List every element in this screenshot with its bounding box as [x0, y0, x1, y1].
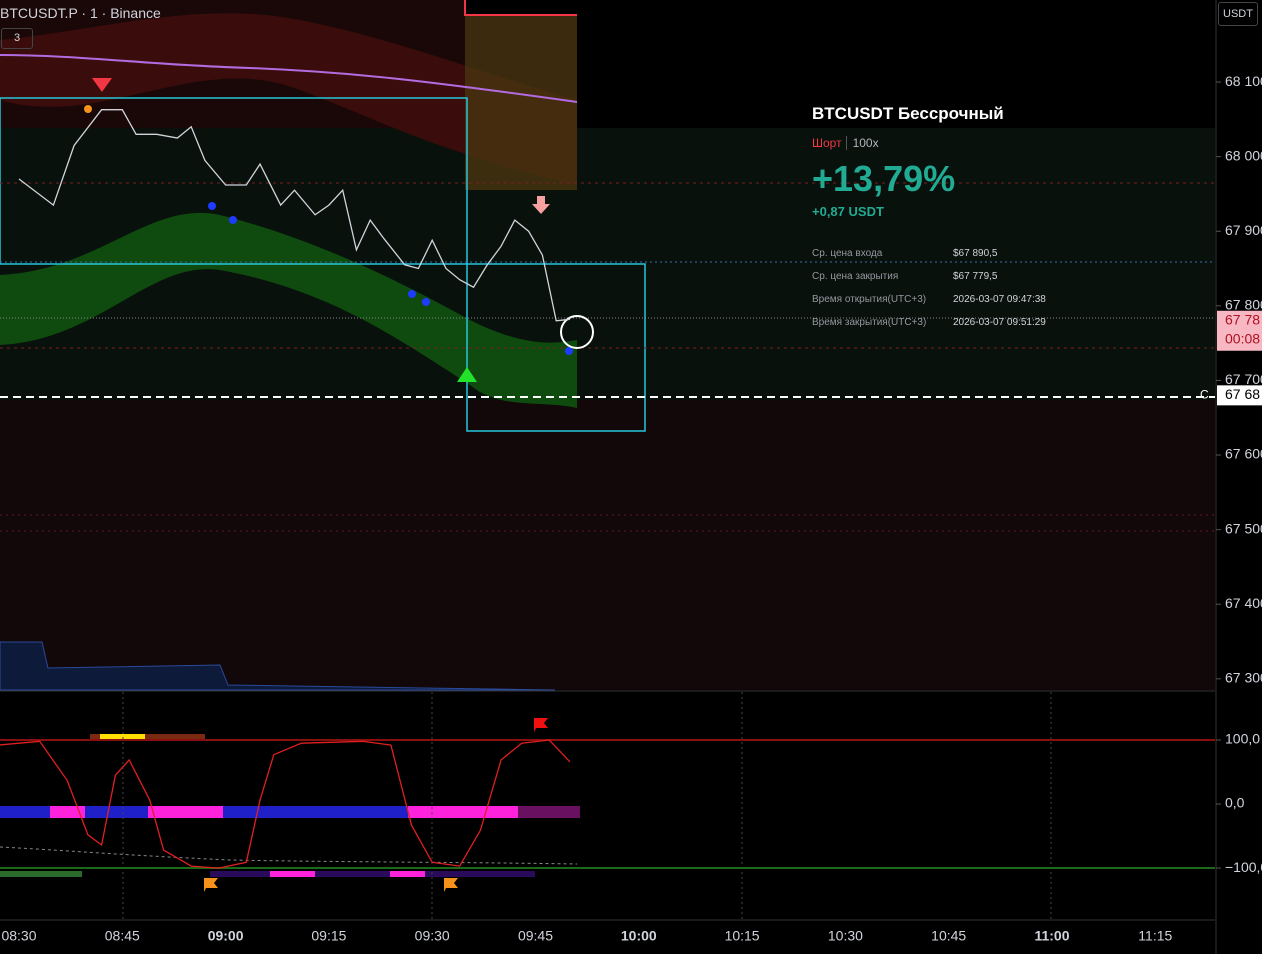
y-tick-label: 67 400 — [1225, 595, 1262, 611]
x-tick-label: 10:00 — [621, 928, 657, 944]
sell-marker — [92, 78, 112, 92]
position-marker — [560, 315, 594, 349]
last-price-tag — [1217, 310, 1262, 351]
detail-value: 2026-03-07 09:51:29 — [953, 317, 1046, 328]
y-tick-label: 67 700 — [1225, 371, 1262, 387]
detail-key: Время открытия(UTC+3) — [812, 294, 927, 305]
signal-strip — [270, 871, 315, 877]
oscillator-line — [0, 739, 571, 869]
card-title: BTCUSDT Бессрочный — [812, 104, 1004, 123]
signal-strip — [0, 871, 82, 877]
detail-value: $67 779,5 — [953, 271, 998, 282]
flag — [444, 878, 458, 892]
symbol-title: BTCUSDT.P · 1 · Binance — [0, 5, 161, 21]
price-line — [18, 109, 570, 322]
detail-row: Время открытия(UTC+3) 2026-03-07 09:47:38 — [812, 293, 1046, 316]
signal-strip — [100, 734, 145, 739]
signal-strip — [390, 871, 425, 877]
y-tick-label: 68 100 — [1225, 73, 1262, 89]
close-marker: C — [1200, 388, 1209, 402]
x-tick-label: 08:30 — [1, 928, 36, 944]
flag — [534, 718, 548, 732]
detail-value: 2026-03-07 09:47:38 — [953, 294, 1046, 305]
flag — [204, 878, 218, 892]
histogram-strip — [408, 806, 518, 818]
volume-area — [0, 641, 556, 691]
indicator-toggle[interactable]: 3 — [1, 28, 33, 49]
dot — [408, 290, 416, 298]
side: Шорт — [812, 136, 842, 150]
detail-row: Время закрытия(UTC+3) 2026-03-07 09:51:29 — [812, 316, 1046, 339]
y-tick-label: 67 800 — [1225, 297, 1262, 313]
histogram-strip — [148, 806, 223, 818]
stop-line — [464, 0, 577, 16]
pnl-usdt: +0,87 USDT — [812, 204, 884, 219]
detail-key: Ср. цена входа — [812, 248, 883, 259]
y-tick-label: 67 900 — [1225, 222, 1262, 238]
histogram-strip — [50, 806, 85, 818]
buy-marker — [457, 367, 477, 382]
x-tick-label: 09:00 — [208, 928, 244, 944]
range-box — [0, 97, 468, 265]
signal-line — [0, 846, 578, 865]
y-tick-label: 67 600 — [1225, 446, 1262, 462]
histogram-strip — [518, 806, 580, 818]
detail-value: $67 890,5 — [953, 248, 998, 259]
x-tick-label: 10:45 — [931, 928, 966, 944]
x-tick-label: 09:45 — [518, 928, 553, 944]
ma-line — [0, 54, 578, 103]
position-side: Шорт 100x — [812, 136, 1112, 150]
lower-band — [0, 212, 577, 408]
x-tick-label: 11:15 — [1138, 928, 1172, 944]
leverage: 100x — [845, 136, 879, 150]
signal-strip — [210, 871, 535, 877]
y-tick-label: 68 000 — [1225, 147, 1262, 163]
upper-block — [465, 15, 577, 190]
x-tick-label: 11:00 — [1034, 928, 1069, 944]
trade-details: Ср. цена входа $67 890,5 Ср. цена закрытия… — [812, 247, 1046, 339]
y-tick-label: 100,0 — [1225, 731, 1260, 747]
x-tick-label: 10:15 — [725, 928, 760, 944]
dot — [84, 105, 92, 113]
y-tick-label: 67 500 — [1225, 520, 1262, 536]
y-tick-label: 0,0 — [1225, 795, 1245, 811]
x-tick-label: 08:45 — [105, 928, 140, 944]
y-tick-label: 67 300 — [1225, 670, 1262, 686]
trade-card: BTCUSDT Бессрочный Шорт 100x +13,79% +0,8… — [812, 104, 1112, 339]
zone-red — [0, 400, 1215, 690]
x-tick-label: 09:30 — [415, 928, 450, 944]
detail-row: Ср. цена закрытия $67 779,5 — [812, 270, 1046, 293]
close-price-tag — [1217, 385, 1262, 406]
signal-strip — [90, 734, 205, 739]
x-tick-label: 10:30 — [828, 928, 863, 944]
currency-button[interactable]: USDT — [1218, 2, 1258, 26]
dot — [422, 298, 430, 306]
detail-row: Ср. цена входа $67 890,5 — [812, 247, 1046, 270]
countdown: 00:08 — [1225, 330, 1260, 346]
x-tick-label: 09:15 — [311, 928, 346, 944]
detail-key: Время закрытия(UTC+3) — [812, 317, 927, 328]
upper-band — [0, 13, 577, 186]
detail-key: Ср. цена закрытия — [812, 271, 899, 282]
close-price-label: 67 68 — [1225, 386, 1260, 402]
last-price-label: 67 78 — [1225, 311, 1260, 327]
exit-marker — [532, 196, 550, 214]
dot — [229, 216, 237, 224]
y-tick-label: −100,0 — [1225, 859, 1262, 875]
pnl-percent: +13,79% — [812, 158, 956, 199]
dot — [565, 347, 573, 355]
dot — [208, 202, 216, 210]
